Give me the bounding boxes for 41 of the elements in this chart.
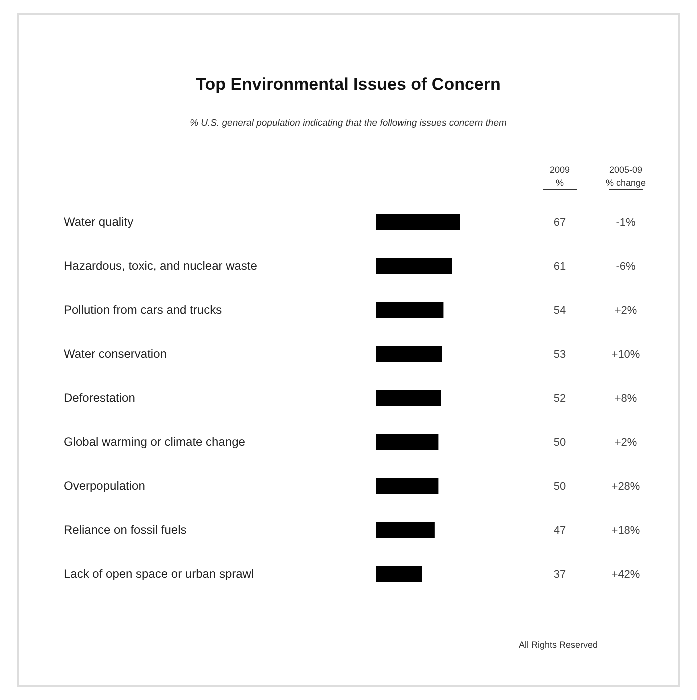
y-tick-label: Global warming or climate change [64,435,246,449]
data-label: 61 [554,261,566,273]
text: +8% [614,393,638,405]
y-tick-label: Overpopulation [64,479,146,493]
data-label: 50 [554,437,566,449]
y-tick-label: Reliance on fossil fuels [64,523,187,537]
chart-title: Top Environmental Issues of Concern [196,75,501,94]
text: 2005-09 % change [606,165,646,188]
text: All Rights Reserved [518,640,598,650]
text: +18% [612,525,640,537]
text: -6% [616,261,636,273]
text: -1% [616,217,636,229]
chart-subtitle: % U.S. general population indicating that the following issues concern them [190,118,508,129]
y-tick-label: Lack of open space or urban sprawl [64,567,254,581]
text: +10% [612,349,640,361]
y-tick-label: Water conservation [64,347,167,361]
text: +28% [612,481,640,493]
data-label: 53 [554,349,566,361]
bar [376,214,460,230]
bar [376,478,439,494]
y-tick-label: Pollution from cars and trucks [64,303,222,317]
y-tick-label: Deforestation [64,391,136,405]
data-label: 54 [554,305,566,317]
y-tick-label: Water quality [64,215,134,229]
bar [376,390,442,406]
text: +2% [614,305,638,317]
bar [376,346,442,362]
bar [376,302,444,318]
y-tick-label: Hazardous, toxic, and nuclear waste [64,259,258,273]
data-label: 52 [554,393,566,405]
bar [376,566,422,582]
data-label: 50 [554,481,566,493]
bar [376,434,439,450]
bar [376,258,452,274]
text: 2009 % [550,165,570,188]
bar [376,522,435,538]
data-label: 47 [554,525,566,537]
text: +42% [612,569,640,581]
text: +2% [614,437,638,449]
data-label: 37 [554,569,566,581]
data-label: 67 [554,217,566,229]
